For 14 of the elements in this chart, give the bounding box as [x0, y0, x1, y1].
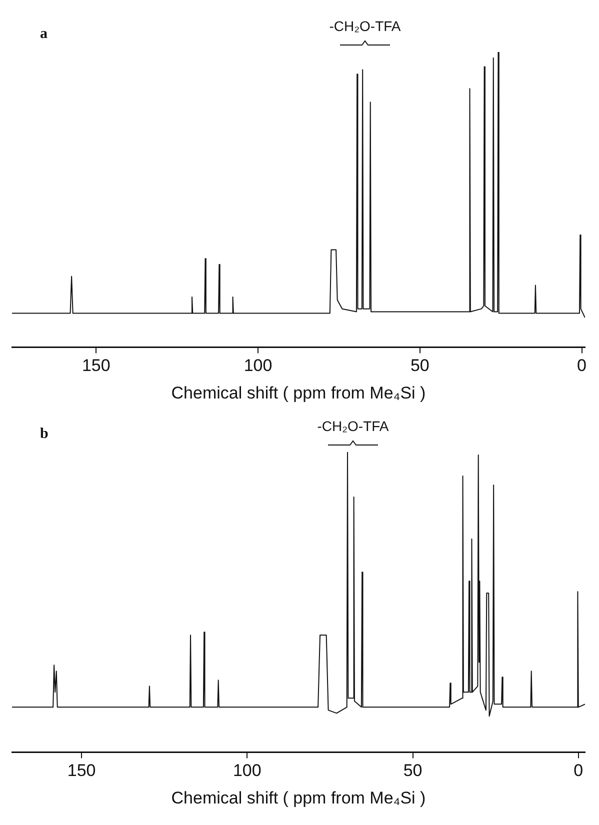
x-tick-label: 0	[574, 761, 584, 780]
x-tick-label: 100	[244, 356, 272, 376]
x-tick-label: 0	[577, 356, 586, 376]
text: b	[40, 426, 48, 442]
x-tick-label: 50	[410, 356, 430, 376]
x-axis-title: Chemical shift ( ppm from Me₄Si )	[171, 788, 426, 808]
x-tick-label: 100	[232, 761, 262, 780]
text: -CH₂O-TFA	[328, 18, 402, 34]
x-tick-label: 150	[82, 356, 110, 376]
x-axis-title: Chemical shift ( ppm from Me₄Si )	[171, 383, 426, 402]
text: a	[40, 26, 48, 42]
text: -CH₂O-TFA	[316, 418, 390, 434]
x-tick-label: 150	[67, 761, 96, 780]
x-tick-label: 50	[403, 761, 422, 780]
